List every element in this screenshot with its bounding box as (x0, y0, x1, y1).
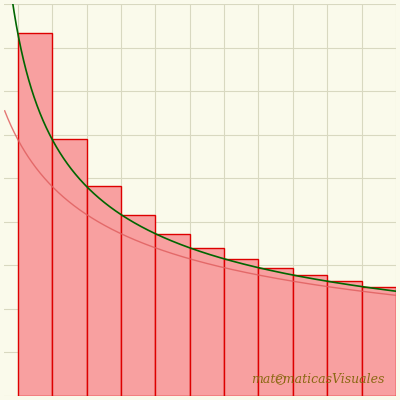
Bar (327, 281, 362, 396)
Bar (18, 33, 52, 396)
Bar (293, 275, 327, 396)
Text: ○: ○ (274, 373, 285, 386)
Bar (258, 268, 293, 396)
Bar (190, 248, 224, 396)
Bar (52, 139, 86, 396)
Bar (224, 259, 258, 396)
Bar (121, 214, 155, 396)
Bar (362, 286, 396, 396)
Bar (155, 234, 190, 396)
Bar (86, 186, 121, 396)
Text: matematicasVisuales: matematicasVisuales (251, 373, 384, 386)
